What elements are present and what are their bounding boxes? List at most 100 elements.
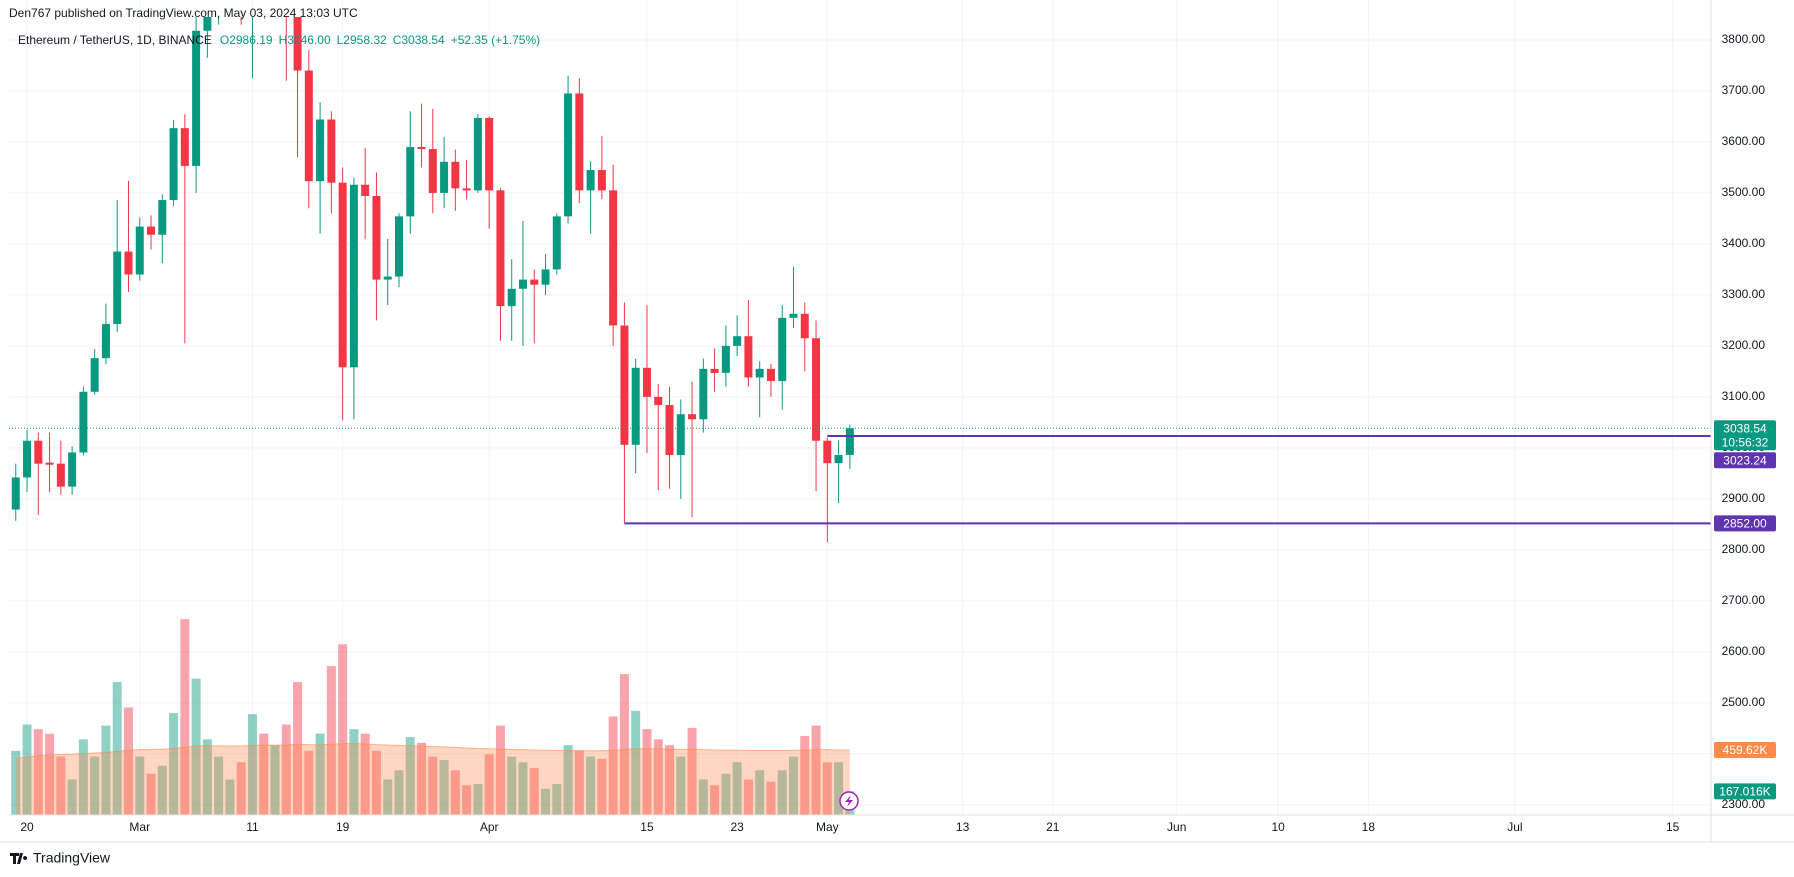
- y-tick-label: 3100.00: [1722, 389, 1766, 403]
- candle-body: [56, 463, 65, 487]
- volume-bar: [473, 784, 483, 815]
- x-tick-label: Mar: [129, 820, 150, 834]
- y-tick-label: 3600.00: [1722, 134, 1766, 148]
- candle-body: [451, 161, 460, 189]
- x-tick-label: May: [816, 820, 839, 834]
- candle-body: [642, 367, 651, 397]
- candle-body: [631, 367, 640, 445]
- y-tick-label: 3500.00: [1722, 185, 1766, 199]
- candle-body: [812, 338, 821, 441]
- volume-bar: [247, 714, 257, 815]
- volume-bar: [304, 750, 314, 815]
- volume-bar: [597, 758, 607, 815]
- last-price-tag-bg: [1714, 420, 1776, 451]
- volume-bar: [112, 682, 122, 815]
- volume-bar: [755, 770, 765, 815]
- volume-bar: [552, 784, 562, 815]
- volume-bar: [33, 729, 43, 815]
- volume-bar: [462, 785, 472, 815]
- volume-bar: [450, 770, 460, 815]
- y-tick-label: 2500.00: [1722, 695, 1766, 709]
- x-tick-label: 10: [1271, 820, 1285, 834]
- candle-body: [676, 414, 685, 456]
- candle-body: [575, 93, 584, 191]
- candle-body: [552, 216, 561, 270]
- x-tick-label: 20: [20, 820, 34, 834]
- candle-body: [609, 190, 618, 326]
- y-tick-label: 2300.00: [1722, 797, 1766, 811]
- y-tick-label: 3200.00: [1722, 338, 1766, 352]
- volume-bar: [90, 756, 100, 815]
- candle-body: [394, 216, 403, 277]
- volume-bar: [417, 742, 427, 815]
- volume-bar: [631, 710, 641, 815]
- volume-bar: [507, 756, 517, 815]
- candle-body: [462, 188, 471, 191]
- x-tick-label: Jun: [1167, 820, 1186, 834]
- candle-body: [338, 182, 347, 368]
- candle-body: [507, 288, 516, 307]
- volume-bar: [484, 754, 494, 815]
- volume-ma-tag: 459.62K: [1723, 743, 1768, 757]
- y-tick-label: 2900.00: [1722, 491, 1766, 505]
- volume-bar: [405, 737, 415, 815]
- volume-bar: [721, 773, 731, 815]
- candle-body: [654, 396, 663, 406]
- candle-body: [473, 117, 482, 191]
- volume-bar: [676, 756, 686, 815]
- candle-body: [766, 368, 775, 382]
- volume-bar: [619, 674, 629, 815]
- candle-body: [192, 30, 201, 166]
- x-tick-label: 23: [730, 820, 744, 834]
- candle-body: [485, 117, 494, 191]
- level-tag-bg: [1714, 515, 1776, 532]
- symbol-legend: Ethereum / TetherUS, 1D, BINANCE O2986.19…: [18, 33, 540, 47]
- volume-bar: [563, 745, 573, 815]
- volume-bar: [349, 729, 359, 815]
- volume-bar: [608, 716, 618, 815]
- volume-bar: [698, 779, 708, 815]
- volume-bar: [788, 756, 798, 815]
- volume-bar: [732, 762, 742, 815]
- candle-body: [113, 251, 122, 324]
- legend-open: O2986.19: [220, 33, 273, 47]
- volume-bar: [338, 644, 348, 815]
- volume-bar: [574, 750, 584, 815]
- last-price-tag: 3038.54: [1723, 421, 1767, 435]
- volume-ma-tag-bg: [1714, 741, 1776, 758]
- volume-bar: [586, 756, 596, 815]
- candle-body: [101, 323, 110, 359]
- volume-bar: [777, 770, 787, 815]
- volume-bar: [67, 779, 77, 815]
- x-tick-label: Apr: [480, 820, 499, 834]
- volume-bar: [157, 765, 167, 815]
- symbol: Ethereum / TetherUS, 1D, BINANCE: [18, 33, 212, 47]
- candle-body: [789, 313, 798, 318]
- volume-bar: [281, 724, 291, 815]
- y-tick-label: 3400.00: [1722, 236, 1766, 250]
- volume-bar: [439, 759, 449, 815]
- candle-body: [203, 17, 212, 31]
- candle-body: [34, 440, 43, 464]
- volume-bar: [529, 768, 539, 815]
- candle-body: [147, 226, 156, 235]
- volume-tag-bg: [1714, 783, 1776, 800]
- x-tick-label: 19: [336, 820, 350, 834]
- volume-bar: [101, 725, 111, 815]
- volume-bar: [326, 666, 336, 815]
- volume-bar: [766, 781, 776, 815]
- candle-body: [383, 276, 392, 280]
- volume-bar: [78, 739, 88, 815]
- volume-bar: [743, 779, 753, 815]
- candle-body: [823, 440, 832, 464]
- volume-bar: [371, 750, 381, 815]
- volume-bar: [687, 727, 697, 815]
- volume-bar: [146, 773, 156, 815]
- candle-body: [316, 119, 325, 182]
- volume-bar: [123, 707, 133, 815]
- candle-body: [45, 462, 54, 465]
- candle-body: [327, 119, 336, 183]
- candle-body: [79, 391, 88, 453]
- x-tick-label: 18: [1362, 820, 1376, 834]
